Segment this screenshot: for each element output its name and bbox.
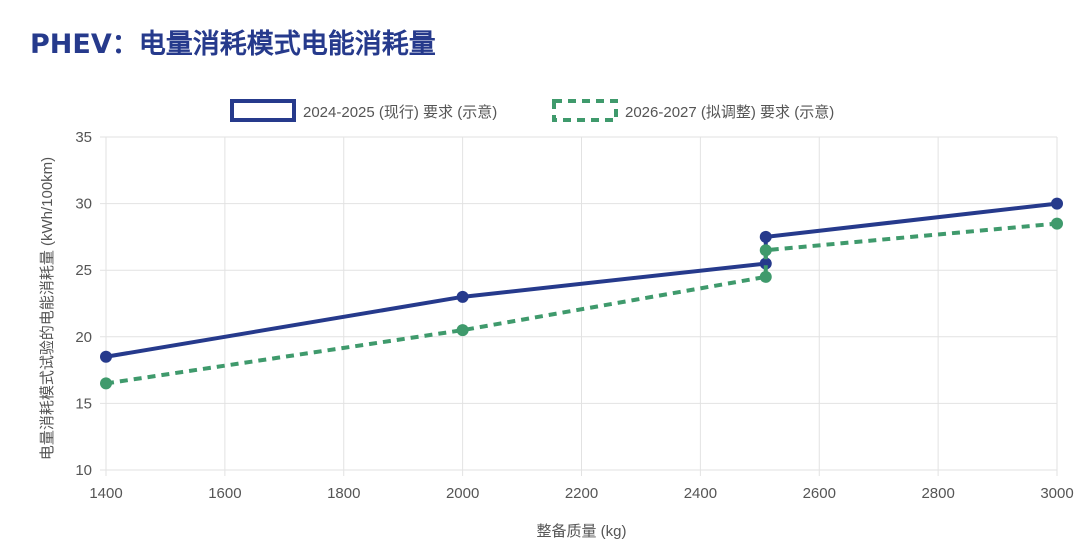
x-tick-label: 2800: [921, 485, 954, 502]
data-point: [100, 377, 112, 390]
y-tick-label: 15: [75, 395, 92, 412]
data-point: [759, 257, 772, 270]
data-point: [456, 324, 469, 337]
data-point: [1051, 197, 1063, 210]
legend-label: 2026-2027 (拟调整) 要求 (示意): [625, 103, 834, 121]
legend-swatch: [552, 99, 618, 122]
x-tick-label: 3000: [1040, 485, 1073, 502]
x-tick-label: 2400: [684, 485, 717, 502]
data-point: [1051, 217, 1063, 230]
x-tick-label: 1400: [89, 485, 122, 502]
y-axis-label: 电量消耗模式试验的电能消耗量 (kWh/100km): [39, 157, 56, 460]
legend-label: 2024-2025 (现行) 要求 (示意): [303, 103, 497, 121]
y-tick-label: 30: [75, 196, 92, 213]
legend-swatch: [230, 99, 296, 122]
x-tick-label: 2600: [803, 485, 836, 502]
x-tick-label: 2000: [446, 485, 479, 502]
y-tick-label: 35: [75, 129, 92, 146]
y-tick-label: 25: [75, 262, 92, 279]
series-line: [105, 221, 1058, 386]
page-title: PHEV：电量消耗模式电能消耗量: [30, 29, 436, 60]
y-tick-label: 20: [75, 329, 92, 346]
data-point: [759, 244, 772, 257]
data-point: [100, 350, 112, 363]
data-point: [456, 290, 469, 303]
data-point: [759, 270, 772, 283]
x-tick-label: 1800: [327, 485, 360, 502]
x-tick-label: 2200: [565, 485, 598, 502]
data-point: [759, 230, 772, 243]
y-tick-label: 10: [75, 462, 92, 479]
x-axis-label: 整备质量 (kg): [536, 523, 626, 540]
x-tick-label: 1600: [208, 485, 241, 502]
